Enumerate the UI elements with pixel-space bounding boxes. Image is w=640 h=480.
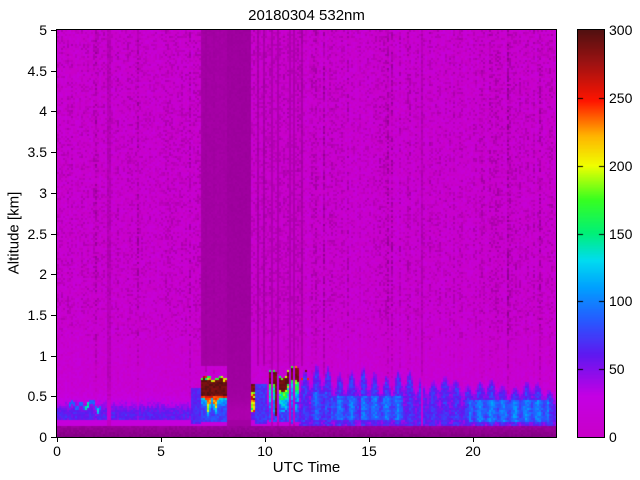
y-tick-label: 1.5 bbox=[27, 307, 47, 323]
y-tick-label: 4.5 bbox=[27, 63, 47, 79]
y-tick-label: 3 bbox=[39, 185, 47, 201]
plot-area-frame bbox=[56, 29, 557, 438]
x-tick-mark bbox=[369, 437, 370, 442]
colorbar-tick-label: 0 bbox=[609, 429, 617, 445]
x-tick-label: 10 bbox=[257, 443, 273, 459]
y-tick-label: 4 bbox=[39, 103, 47, 119]
y-tick-mark bbox=[51, 274, 56, 275]
colorbar-tick-label: 50 bbox=[609, 361, 625, 377]
x-tick-label: 15 bbox=[361, 443, 377, 459]
x-axis-label: UTC Time bbox=[272, 459, 341, 476]
y-tick-mark bbox=[51, 396, 56, 397]
y-tick-label: 0 bbox=[39, 429, 47, 445]
y-tick-label: 2.5 bbox=[27, 226, 47, 242]
y-tick-mark bbox=[51, 437, 56, 438]
y-tick-mark bbox=[51, 193, 56, 194]
colorbar-frame bbox=[577, 29, 605, 438]
heatmap-plot bbox=[57, 30, 556, 437]
y-tick-mark bbox=[51, 234, 56, 235]
colorbar-tick-label: 250 bbox=[609, 90, 633, 106]
x-tick-mark bbox=[161, 437, 162, 442]
y-tick-label: 1 bbox=[39, 348, 47, 364]
y-tick-mark bbox=[51, 152, 56, 153]
y-tick-mark bbox=[51, 356, 56, 357]
x-tick-label: 20 bbox=[465, 443, 481, 459]
y-tick-label: 2 bbox=[39, 266, 47, 282]
y-tick-label: 3.5 bbox=[27, 144, 47, 160]
colorbar-tick-label: 150 bbox=[609, 226, 633, 242]
colorbar bbox=[578, 30, 604, 437]
chart-title: 20180304 532nm bbox=[248, 7, 365, 24]
y-tick-label: 5 bbox=[39, 22, 47, 38]
y-tick-mark bbox=[51, 71, 56, 72]
colorbar-tick-label: 200 bbox=[609, 158, 633, 174]
x-tick-mark bbox=[473, 437, 474, 442]
x-tick-mark bbox=[265, 437, 266, 442]
y-tick-mark bbox=[51, 30, 56, 31]
colorbar-tick-label: 300 bbox=[609, 22, 633, 38]
y-tick-label: 0.5 bbox=[27, 388, 47, 404]
y-tick-mark bbox=[51, 111, 56, 112]
x-tick-mark bbox=[57, 437, 58, 442]
x-tick-label: 0 bbox=[53, 443, 61, 459]
x-tick-label: 5 bbox=[157, 443, 165, 459]
y-axis-label: Altitude [km] bbox=[5, 191, 23, 275]
colorbar-tick-label: 100 bbox=[609, 293, 633, 309]
y-tick-mark bbox=[51, 315, 56, 316]
